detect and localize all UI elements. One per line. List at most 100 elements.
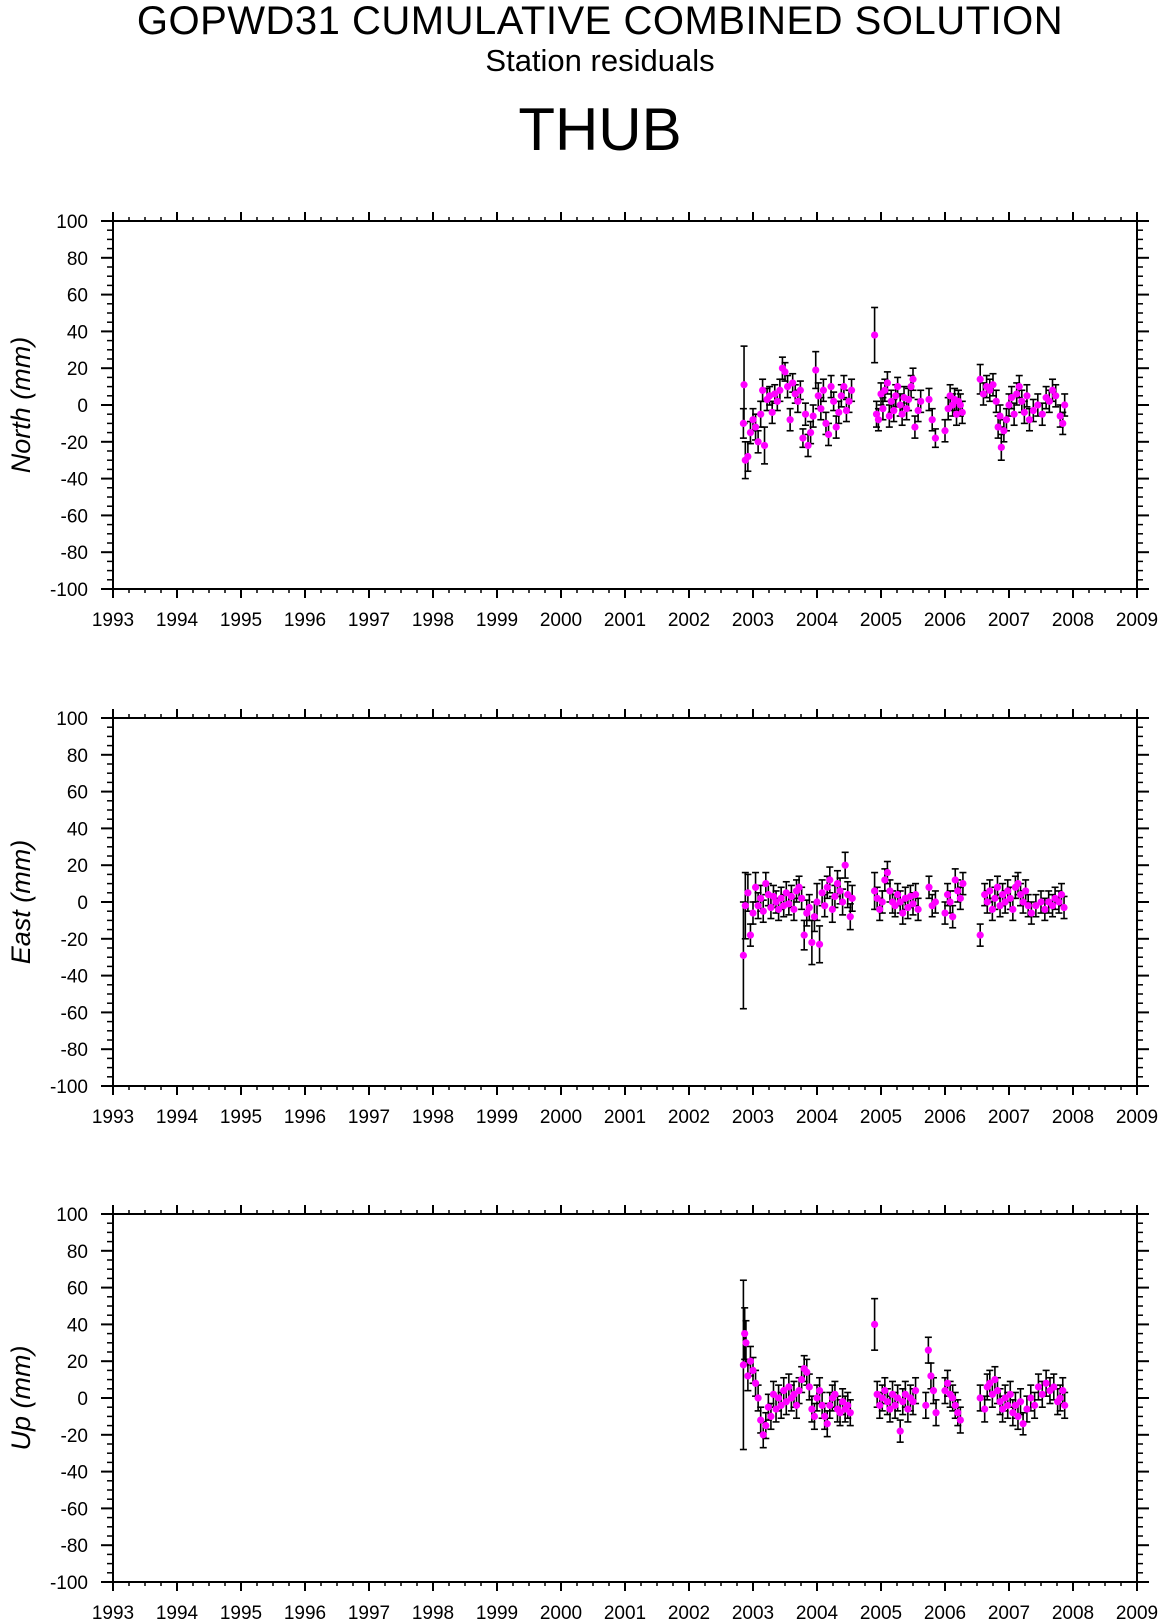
data-point [781,368,789,376]
y-tick-label: 60 [67,1279,88,1300]
data-point [954,887,962,895]
data-point [777,1401,785,1409]
data-point [943,891,952,899]
data-point [824,430,833,439]
data-point [847,386,856,394]
data-point [878,898,886,906]
data-point [986,887,994,895]
data-point [991,894,999,902]
x-tick-label: 2006 [924,1603,966,1621]
data-point [1057,891,1066,899]
data-point [809,412,817,420]
markers [739,1320,1069,1439]
y-tick-label: -60 [61,1499,88,1520]
data-point [1027,909,1035,917]
data-point [789,379,797,387]
x-tick-label: 1993 [92,1107,134,1128]
data-point [931,898,940,906]
panel-east: 1993 1994 1995 1996 1997 1998 1999 2000 2001 2002… [6,709,1158,1128]
data-point [874,416,883,424]
x-tick-label: 2008 [1052,610,1094,631]
data-point [872,410,881,418]
data-point [800,931,808,939]
data-point [744,452,752,461]
data-point [823,883,831,891]
data-point [846,1409,854,1417]
y-tick-label: 60 [67,286,88,307]
x-tick-label: 1997 [348,610,390,631]
data-point [986,1379,994,1387]
data-point [976,931,984,939]
x-tick-label: 1993 [92,610,134,631]
data-point [823,1420,831,1428]
data-point [776,386,784,394]
data-point [1055,898,1063,906]
data-point [1016,891,1025,899]
data-point [891,902,899,910]
y-tick-label: 80 [67,249,88,270]
data-point [907,383,915,391]
x-tick-label: 1994 [156,1603,199,1621]
data-point [994,423,1002,431]
data-point [777,894,785,902]
y-axis-label: East (mm) [6,840,36,965]
data-point [782,1398,790,1406]
data-point [741,1330,749,1338]
data-point [986,386,994,394]
x-tick-label: 2005 [860,1603,902,1621]
data-point [741,902,749,910]
x-tick-label: 1998 [412,1107,454,1128]
data-point [812,366,820,374]
data-point [821,902,829,910]
data-point [1002,416,1011,424]
error-bars [739,851,1068,1010]
data-point [772,1405,780,1413]
x-tick-label: 2003 [732,1603,774,1621]
data-point [739,419,748,427]
x-tick-label: 2006 [924,610,966,631]
data-point [1019,1420,1027,1428]
data-point [751,1379,760,1387]
data-point [821,1412,829,1420]
x-tick-label: 2000 [540,610,582,631]
data-point [836,887,844,895]
data-point [799,434,807,442]
data-point [822,419,830,427]
data-point [749,1366,757,1374]
data-point [807,429,815,437]
data-point [840,383,848,391]
data-point [881,386,889,394]
data-point [1037,898,1045,906]
data-point [831,892,839,901]
data-point [1060,903,1068,912]
data-point [815,940,824,948]
x-tick-label: 2001 [604,1603,646,1621]
x-tick-label: 2001 [604,610,646,631]
data-point [839,898,847,906]
data-point [959,880,967,888]
data-point [1013,390,1021,398]
data-point [803,909,811,917]
data-point [749,416,757,424]
x-tick-label: 1999 [476,1603,518,1621]
data-point [873,1390,881,1398]
data-point [1022,887,1030,895]
y-tick-label: -100 [50,580,88,601]
data-point [979,390,988,398]
x-tick-label: 2007 [988,1107,1030,1128]
data-point [883,1398,892,1406]
y-tick-label: 0 [77,396,88,417]
data-point [991,1376,999,1384]
x-tick-label: 1993 [92,1603,134,1621]
data-point [757,1416,765,1424]
data-point [896,898,904,906]
data-point [794,397,802,405]
data-point [757,894,765,902]
data-point [914,406,922,415]
data-point [828,905,836,913]
data-point [949,401,957,409]
x-tick-label: 1994 [156,1107,199,1128]
data-point [739,951,748,959]
data-point [1015,383,1023,391]
